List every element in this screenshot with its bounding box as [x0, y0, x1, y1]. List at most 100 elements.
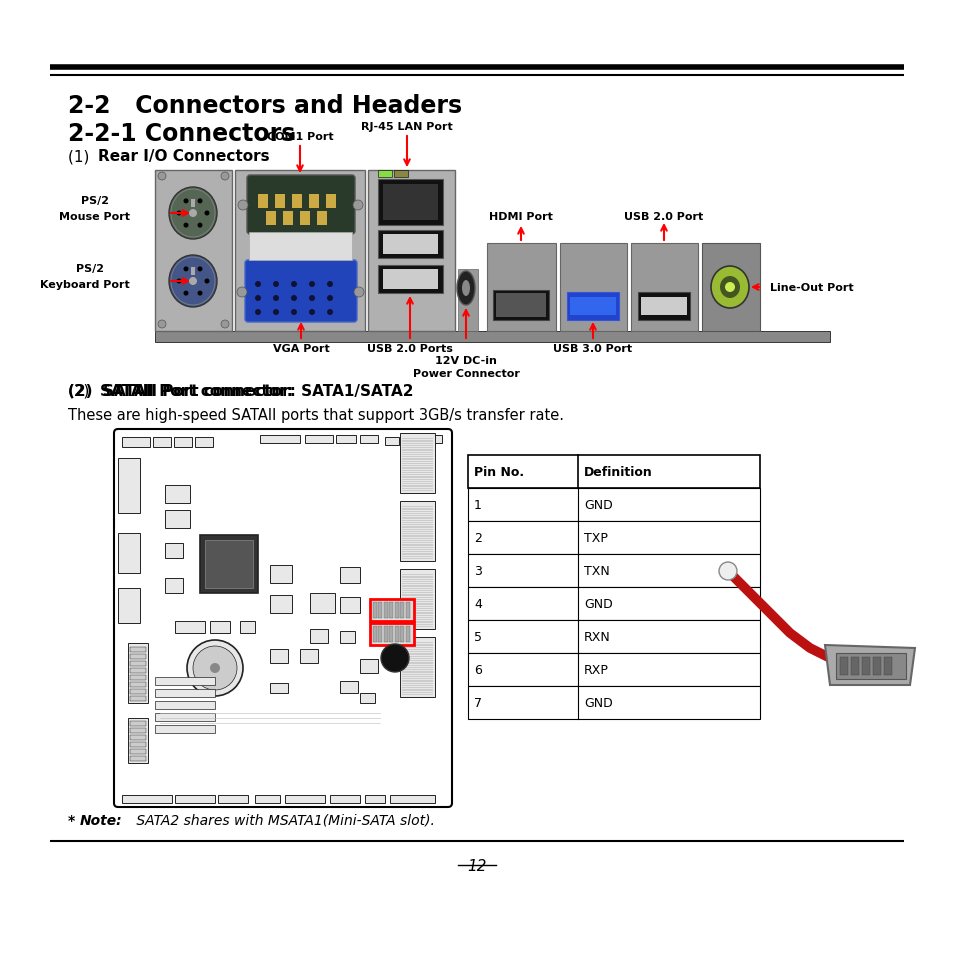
Circle shape [189, 210, 196, 218]
Bar [401, 616, 433, 617]
Bar [399, 638, 435, 698]
Bar [401, 546, 433, 547]
Bar [401, 473, 433, 474]
Text: (2): (2) [68, 384, 99, 398]
Bar [401, 614, 433, 615]
Bar [130, 735, 146, 740]
Bar [401, 590, 433, 592]
Bar [401, 517, 433, 518]
Circle shape [273, 282, 278, 288]
Bar [401, 451, 433, 452]
Bar [401, 508, 433, 509]
Circle shape [197, 292, 202, 296]
Bar [130, 655, 146, 659]
Text: Definition: Definition [583, 465, 652, 478]
Circle shape [176, 212, 181, 216]
Bar [401, 653, 433, 654]
Circle shape [204, 212, 210, 216]
Bar [270, 683, 288, 693]
Bar [468, 686, 760, 720]
Bar [401, 581, 433, 582]
Text: 2-2-1 Connectors: 2-2-1 Connectors [68, 122, 295, 146]
Text: GND: GND [583, 697, 612, 709]
Bar [401, 481, 433, 482]
Bar [399, 569, 435, 629]
Bar [401, 663, 433, 664]
Circle shape [273, 295, 278, 302]
Bar [165, 485, 190, 503]
Circle shape [719, 562, 737, 580]
Bar [165, 511, 190, 529]
Bar [378, 626, 382, 642]
Bar [401, 447, 433, 448]
Bar [401, 514, 433, 515]
Bar [122, 795, 172, 803]
Bar [384, 602, 388, 618]
Bar [283, 212, 293, 226]
Text: USB 3.0 Port: USB 3.0 Port [553, 344, 632, 354]
Bar [401, 605, 433, 606]
Bar [496, 294, 545, 317]
Bar [401, 449, 433, 450]
Bar [401, 524, 433, 525]
Bar [191, 200, 194, 208]
Bar [401, 685, 433, 686]
Bar [401, 455, 433, 456]
Bar [401, 626, 433, 627]
Circle shape [254, 310, 261, 315]
Bar [401, 540, 433, 541]
Bar [339, 598, 359, 614]
Bar [254, 795, 280, 803]
Circle shape [176, 279, 181, 284]
Bar [118, 588, 140, 623]
Bar [401, 446, 433, 447]
Circle shape [291, 282, 296, 288]
Bar [401, 693, 433, 694]
Bar [406, 602, 410, 618]
Circle shape [197, 199, 202, 204]
Circle shape [724, 283, 734, 293]
Bar [401, 610, 433, 611]
Circle shape [327, 310, 333, 315]
Bar [468, 456, 760, 489]
Bar [401, 476, 433, 477]
Bar [401, 592, 433, 593]
Circle shape [309, 282, 314, 288]
Bar [401, 687, 433, 688]
Bar [401, 657, 433, 658]
Text: GND: GND [583, 598, 612, 610]
FancyBboxPatch shape [113, 430, 452, 807]
Bar [365, 795, 385, 803]
Bar [640, 297, 686, 315]
Bar [468, 489, 760, 521]
Bar [630, 244, 698, 332]
Bar [270, 596, 292, 614]
Bar [373, 626, 376, 642]
Bar [401, 516, 433, 517]
Bar [339, 567, 359, 583]
Bar [401, 587, 433, 588]
Bar [130, 682, 146, 687]
Bar [373, 602, 376, 618]
Text: TXN: TXN [583, 564, 609, 578]
Text: RXP: RXP [583, 663, 608, 677]
Bar [152, 437, 171, 448]
Bar [401, 477, 433, 479]
Circle shape [236, 288, 247, 297]
Bar [401, 596, 433, 597]
Text: 3: 3 [474, 564, 481, 578]
Bar [468, 555, 760, 587]
Bar [335, 436, 355, 443]
Bar [130, 749, 146, 754]
Bar [401, 677, 433, 678]
Bar [401, 489, 433, 490]
Bar [274, 194, 285, 209]
Text: 7: 7 [474, 697, 481, 709]
Text: USB 2.0 Port: USB 2.0 Port [623, 212, 703, 222]
Bar [401, 651, 433, 652]
Bar [154, 725, 214, 733]
Bar [154, 713, 214, 721]
Circle shape [158, 172, 166, 181]
Bar [701, 244, 760, 332]
Bar [401, 553, 433, 554]
